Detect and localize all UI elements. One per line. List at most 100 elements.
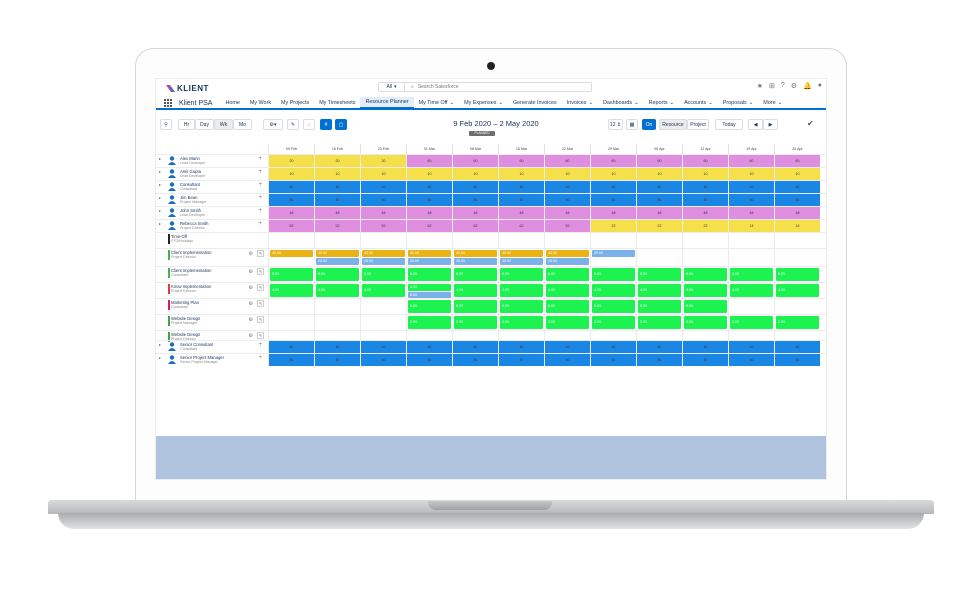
project-cell[interactable]: 8.00 [682, 299, 728, 314]
gear-icon[interactable]: ⚙ [248, 333, 253, 339]
project-cell[interactable]: 4.00 [498, 283, 544, 298]
expand-icon[interactable]: ▸ [159, 182, 162, 187]
filter-button[interactable]: ⚲ [160, 119, 172, 130]
allocation-cell[interactable]: 48 [590, 207, 636, 219]
project-cell[interactable]: 2.00 [728, 315, 774, 330]
project-cell[interactable]: 8.00 [498, 267, 544, 282]
expand-icon[interactable]: ▸ [159, 195, 162, 200]
add-assignment-icon[interactable]: + [258, 221, 262, 227]
project-cell[interactable] [728, 331, 774, 340]
allocation-block[interactable]: 4.00 [730, 284, 773, 297]
allocation-block[interactable]: 8.00 [408, 300, 451, 313]
allocation-cell[interactable]: 40 [452, 354, 498, 366]
project-cell[interactable]: 40.00 25.00 [406, 249, 452, 266]
allocation-cell[interactable]: 48 [360, 207, 406, 219]
weeks-select[interactable]: 12 ⇕ [608, 119, 623, 130]
allocation-cell[interactable]: 52 [314, 220, 360, 232]
project-cell[interactable]: 8.00 [636, 267, 682, 282]
empty-cell[interactable] [360, 233, 406, 248]
edit-button[interactable]: ✎ [287, 119, 299, 130]
allocation-block[interactable]: 25.00 [500, 258, 543, 265]
empty-cell[interactable] [682, 233, 728, 248]
allocation-cell[interactable]: 60 [636, 155, 682, 167]
allocation-cell[interactable]: 40 [728, 354, 774, 366]
nav-item-reports[interactable]: Reports ⌄ [644, 97, 679, 109]
allocation-block[interactable]: 40.00 [316, 250, 359, 257]
allocation-block[interactable]: 8.00 [500, 268, 543, 281]
project-cell[interactable]: 40.00 25.00 [360, 249, 406, 266]
allocation-cell[interactable]: 20 [268, 155, 314, 167]
allocation-cell[interactable]: 40 [268, 181, 314, 193]
project-cell[interactable]: 4.00 [636, 283, 682, 298]
allocation-cell[interactable]: 40 [314, 341, 360, 353]
allocation-block[interactable]: 8.00 [730, 268, 773, 281]
allocation-block[interactable]: 4.00 [362, 284, 405, 297]
allocation-block[interactable]: 4.00 [684, 284, 727, 297]
allocation-cell[interactable]: 48 [682, 207, 728, 219]
project-cell[interactable] [544, 331, 590, 340]
nav-item-proposals[interactable]: Proposals ⌄ [718, 97, 759, 109]
allocation-cell[interactable]: 48 [268, 207, 314, 219]
project-cell[interactable] [268, 331, 314, 340]
allocation-block[interactable]: 2.00 [730, 316, 773, 329]
bell-icon[interactable]: 🔔 [803, 83, 812, 90]
allocation-block[interactable]: 4.00 [408, 284, 451, 291]
allocation-cell[interactable]: 62 [406, 220, 452, 232]
edit-icon[interactable]: ✎ [257, 300, 264, 307]
project-cell[interactable] [314, 331, 360, 340]
project-cell[interactable]: 40.00 25.00 [314, 249, 360, 266]
allocation-cell[interactable]: 40 [774, 354, 820, 366]
allocation-cell[interactable]: 40 [636, 341, 682, 353]
allocation-cell[interactable]: 48 [728, 207, 774, 219]
allocation-block[interactable]: 2.00 [776, 316, 819, 329]
allocation-cell[interactable]: 10 [268, 168, 314, 180]
project-cell[interactable]: 4.00 [682, 283, 728, 298]
project-cell[interactable] [774, 331, 820, 340]
allocation-cell[interactable]: 10 [636, 168, 682, 180]
allocation-cell[interactable]: 40 [268, 341, 314, 353]
project-cell[interactable] [728, 299, 774, 314]
add-assignment-icon[interactable]: + [258, 355, 262, 361]
allocation-cell[interactable]: 62 [452, 220, 498, 232]
allocation-block[interactable]: 4.00 [776, 284, 819, 297]
allocation-cell[interactable]: 40 [498, 354, 544, 366]
allocation-block[interactable]: 8.00 [592, 300, 635, 313]
allocation-cell[interactable]: 60 [728, 155, 774, 167]
allocation-cell[interactable]: 60 [774, 155, 820, 167]
allocation-cell[interactable]: 40 [452, 194, 498, 206]
project-cell[interactable]: 4.00 [314, 283, 360, 298]
expand-icon[interactable]: ▸ [159, 355, 162, 360]
project-cell[interactable]: 8.00 [544, 299, 590, 314]
view-wk[interactable]: Wk [214, 119, 233, 130]
project-cell[interactable]: 40.00 25.00 [544, 249, 590, 266]
empty-cell[interactable] [406, 233, 452, 248]
approve-icon[interactable]: ✔ [807, 119, 814, 128]
edit-icon[interactable]: ✎ [257, 332, 264, 339]
allocation-cell[interactable]: 60 [452, 155, 498, 167]
allocation-block[interactable]: 8.00 [638, 268, 681, 281]
allocation-block[interactable]: 2.00 [684, 316, 727, 329]
settings-button[interactable]: ⚙▾ [263, 119, 283, 130]
allocation-cell[interactable]: 40 [682, 181, 728, 193]
allocation-cell[interactable]: 20 [360, 155, 406, 167]
allocation-cell[interactable]: 40 [774, 181, 820, 193]
allocation-cell[interactable]: 40 [268, 194, 314, 206]
project-cell[interactable] [636, 249, 682, 266]
allocation-block[interactable]: 40.00 [546, 250, 589, 257]
gear-icon[interactable]: ⚙ [248, 251, 253, 257]
add-assignment-icon[interactable]: + [258, 195, 262, 201]
allocation-cell[interactable]: 40 [590, 194, 636, 206]
project-cell[interactable]: 2.00 [636, 315, 682, 330]
nav-item-my-time-off[interactable]: My Time Off ⌄ [414, 97, 459, 109]
prev-button[interactable]: ◀ [748, 119, 763, 130]
allocation-cell[interactable]: 22 [682, 220, 728, 232]
help-icon[interactable]: ? [780, 82, 785, 89]
nav-item-invoices[interactable]: Invoices ⌄ [562, 97, 598, 109]
edit-icon[interactable]: ✎ [257, 284, 264, 291]
allocation-cell[interactable]: 48 [314, 207, 360, 219]
project-cell[interactable]: 25.00 [590, 249, 636, 266]
allocation-cell[interactable]: 10 [682, 168, 728, 180]
allocation-cell[interactable]: 14 [728, 220, 774, 232]
allocation-block[interactable]: 4.00 [638, 284, 681, 297]
project-cell[interactable]: 4.00 [452, 283, 498, 298]
